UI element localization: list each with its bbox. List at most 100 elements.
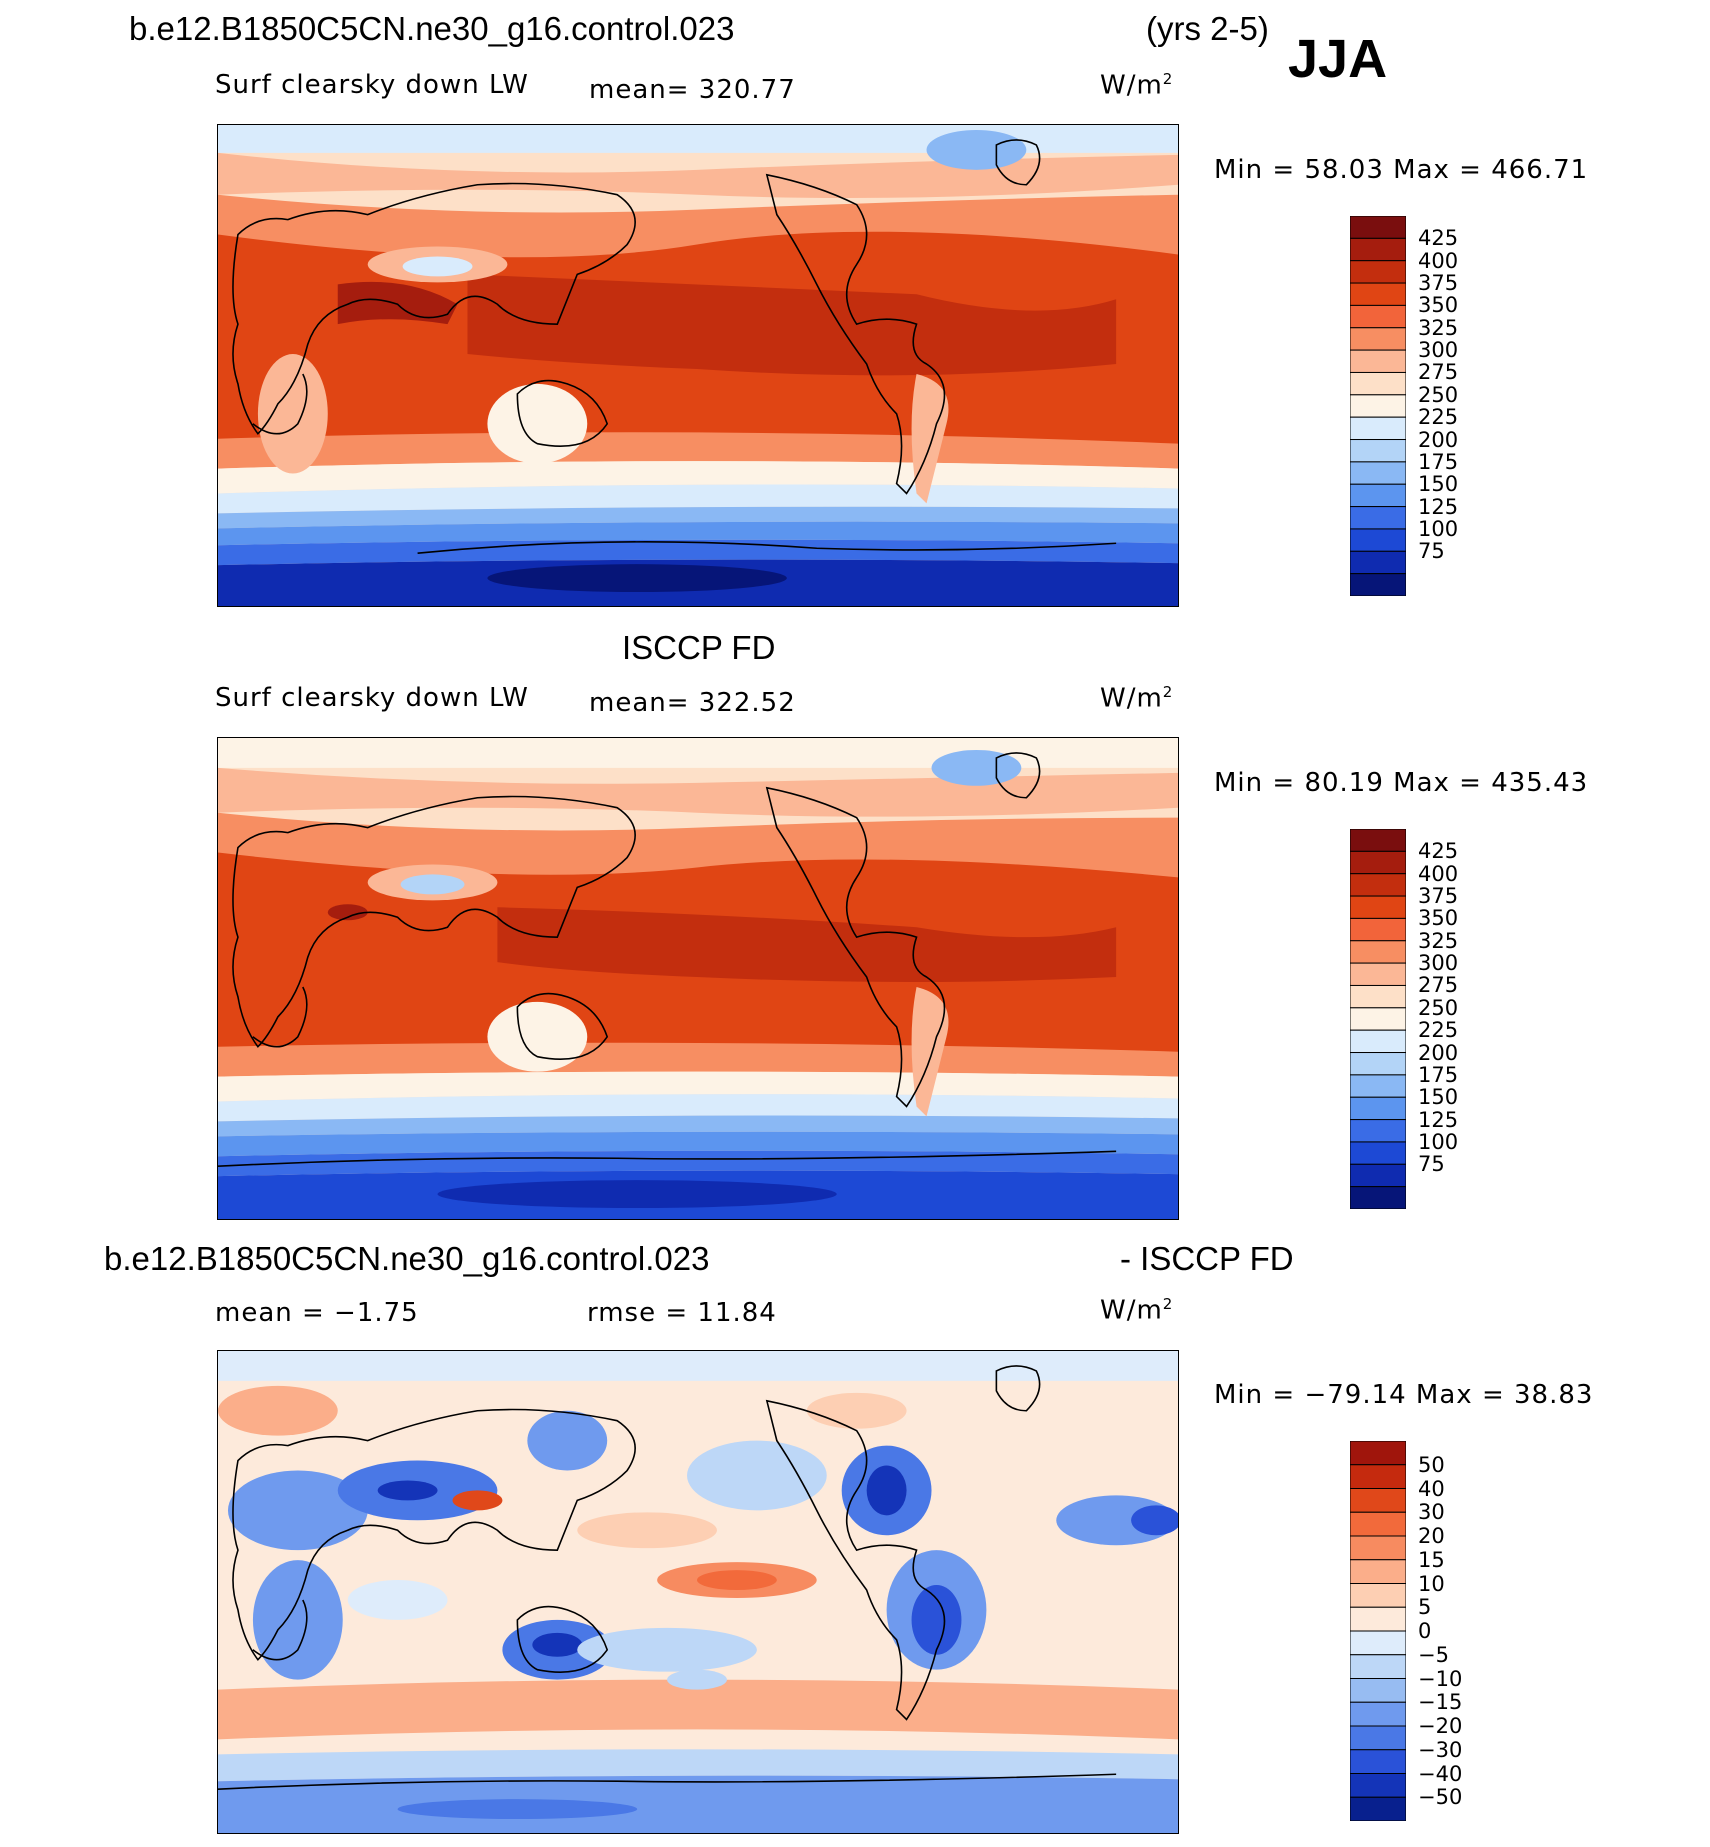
- colorbar-swatch: [1350, 506, 1406, 530]
- colorbar-tick-label: 375: [1418, 884, 1459, 909]
- colorbar-swatch: [1350, 984, 1406, 1009]
- colorbar-tick-label: 325: [1418, 928, 1459, 953]
- colorbar-tick-label: −50: [1418, 1785, 1463, 1810]
- colorbar-swatch: [1350, 483, 1406, 508]
- season-label: JJA: [1288, 29, 1388, 89]
- colorbar-swatch: [1350, 528, 1406, 552]
- colorbar-swatch: [1350, 1186, 1406, 1209]
- colorbar-tick-label: 75: [1418, 1152, 1445, 1177]
- colorbar-swatch: [1350, 850, 1406, 875]
- panel3-map: [217, 1350, 1179, 1834]
- colorbar-swatch: [1350, 1678, 1406, 1703]
- panel3-title-left: b.e12.B1850C5CN.ne30_g16.control.023: [104, 1240, 710, 1277]
- colorbar-tick-label: 300: [1418, 951, 1459, 976]
- colorbar-swatch: [1350, 237, 1406, 262]
- colorbar-swatch: [1350, 1441, 1406, 1466]
- panel2-map-field: [218, 738, 1178, 1219]
- colorbar-swatch: [1350, 439, 1406, 463]
- colorbar-tick-label: 40: [1418, 1476, 1445, 1501]
- panel1-colorbar: [1350, 216, 1406, 596]
- colorbar-tick-label: 400: [1418, 248, 1459, 273]
- colorbar-tick-label: 275: [1418, 973, 1459, 998]
- panel3-colorbar-swatches: [1350, 1441, 1406, 1821]
- colorbar-swatch: [1350, 282, 1406, 306]
- colorbar-swatch: [1350, 371, 1406, 396]
- colorbar-tick-label: 75: [1418, 539, 1445, 564]
- colorbar-tick-label: 300: [1418, 338, 1459, 363]
- panel2-colorbar: [1350, 829, 1406, 1209]
- colorbar-tick-label: 150: [1418, 1085, 1459, 1110]
- colorbar-swatch: [1350, 1773, 1406, 1798]
- colorbar-tick-label: 225: [1418, 1018, 1459, 1043]
- colorbar-tick-label: 175: [1418, 449, 1459, 474]
- colorbar-swatch: [1350, 1701, 1406, 1727]
- colorbar-swatch: [1350, 416, 1406, 441]
- colorbar-tick-label: 10: [1418, 1571, 1445, 1596]
- panel1-minmax: Min = 58.03 Max = 466.71: [1214, 155, 1589, 185]
- colorbar-tick-label: 150: [1418, 472, 1459, 497]
- colorbar-tick-label: 275: [1418, 360, 1459, 385]
- colorbar-swatch: [1350, 1074, 1406, 1098]
- colorbar-swatch: [1350, 1511, 1406, 1537]
- colorbar-swatch: [1350, 573, 1406, 596]
- colorbar-tick-label: 250: [1418, 382, 1459, 407]
- colorbar-swatch: [1350, 1029, 1406, 1054]
- panel1-variable: Surf clearsky down LW: [215, 70, 529, 100]
- colorbar-tick-label: −30: [1418, 1737, 1463, 1762]
- colorbar-swatch: [1350, 1163, 1406, 1188]
- colorbar-swatch: [1350, 327, 1406, 351]
- colorbar-tick-label: −10: [1418, 1666, 1463, 1691]
- colorbar-tick-label: 200: [1418, 1040, 1459, 1065]
- panel1-map-field: [218, 125, 1178, 606]
- colorbar-tick-label: 125: [1418, 494, 1459, 519]
- panel1-map: [217, 124, 1179, 607]
- colorbar-tick-label: −20: [1418, 1714, 1463, 1738]
- colorbar-tick-label: −5: [1418, 1642, 1449, 1667]
- colorbar-tick-label: −15: [1418, 1690, 1463, 1715]
- colorbar-tick-label: 50: [1418, 1452, 1445, 1477]
- panel2-map: [217, 737, 1179, 1220]
- colorbar-tick-label: 0: [1418, 1619, 1432, 1643]
- colorbar-tick-label: 125: [1418, 1107, 1459, 1132]
- colorbar-tick-label: −40: [1418, 1761, 1463, 1786]
- panel2-title: ISCCP FD: [622, 629, 776, 666]
- colorbar-swatch: [1350, 895, 1406, 919]
- panel2-variable: Surf clearsky down LW: [215, 683, 529, 713]
- panel3-mean: mean = −1.75: [215, 1298, 419, 1328]
- colorbar-tick-label: 250: [1418, 995, 1459, 1020]
- colorbar-swatch: [1350, 550, 1406, 575]
- panel3-minmax: Min = −79.14 Max = 38.83: [1214, 1380, 1594, 1410]
- panel1-colorbar-swatches: [1350, 216, 1406, 596]
- colorbar-swatch: [1350, 394, 1406, 418]
- colorbar-swatch: [1350, 1096, 1406, 1121]
- colorbar-swatch: [1350, 1749, 1406, 1774]
- colorbar-tick-label: 325: [1418, 315, 1459, 340]
- colorbar-tick-label: 225: [1418, 405, 1459, 430]
- colorbar-swatch: [1350, 1606, 1406, 1632]
- panel3-rmse: rmse = 11.84: [587, 1298, 777, 1328]
- panel2-colorbar-swatches: [1350, 829, 1406, 1209]
- case-title: b.e12.B1850C5CN.ne30_g16.control.023: [129, 10, 735, 47]
- colorbar-swatch: [1350, 1535, 1406, 1561]
- panel3-title-right: - ISCCP FD: [1120, 1240, 1294, 1277]
- colorbar-swatch: [1350, 1007, 1406, 1031]
- colorbar-tick-label: 100: [1418, 1129, 1459, 1154]
- panel2-minmax: Min = 80.19 Max = 435.43: [1214, 768, 1589, 798]
- colorbar-tick-label: 425: [1418, 839, 1459, 864]
- colorbar-swatch: [1350, 917, 1406, 942]
- colorbar-swatch: [1350, 1559, 1406, 1584]
- colorbar-swatch: [1350, 1464, 1406, 1489]
- colorbar-swatch: [1350, 304, 1406, 329]
- panel2-units: W/m2: [1100, 683, 1174, 714]
- colorbar-swatch: [1350, 962, 1406, 986]
- colorbar-swatch: [1350, 461, 1406, 485]
- colorbar-tick-label: 400: [1418, 861, 1459, 886]
- colorbar-tick-label: 350: [1418, 293, 1459, 318]
- colorbar-tick-label: 20: [1418, 1524, 1445, 1548]
- colorbar-tick-label: 350: [1418, 906, 1459, 931]
- colorbar-swatch: [1350, 1052, 1406, 1076]
- colorbar-swatch: [1350, 873, 1406, 897]
- colorbar-tick-label: 425: [1418, 226, 1459, 251]
- colorbar-tick-label: 30: [1418, 1500, 1445, 1525]
- colorbar-swatch: [1350, 1725, 1406, 1751]
